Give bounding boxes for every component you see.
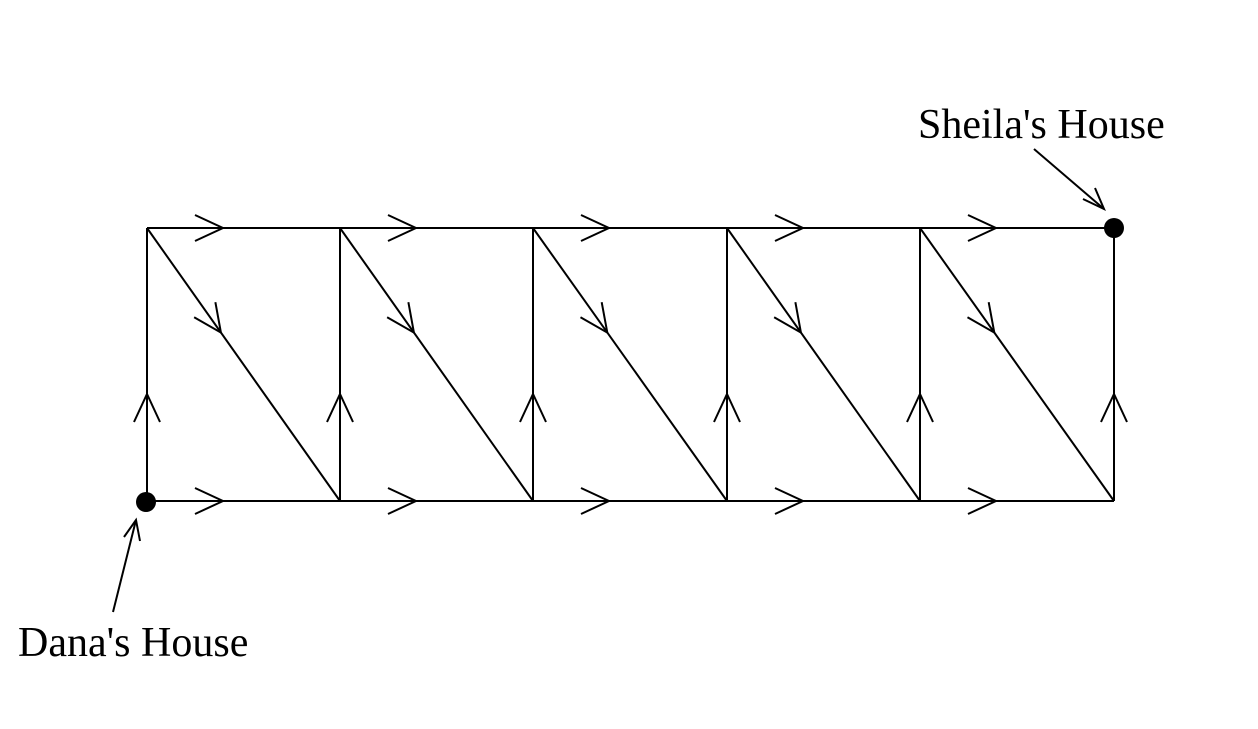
diagonal-arrow-icon	[579, 302, 609, 335]
pointer-arrowhead-icon	[1082, 187, 1106, 212]
right-arrow-icon	[387, 214, 419, 242]
right-arrow-icon	[580, 214, 612, 242]
pointer-arrowhead-icon	[123, 517, 141, 542]
right-arrow-icon	[774, 214, 806, 242]
start-house-label: Dana's House	[18, 620, 249, 666]
diagonal-arrow-icon	[966, 302, 996, 335]
up-arrow-icon	[326, 391, 354, 423]
start-house-dot	[136, 492, 156, 512]
right-arrow-icon	[387, 487, 419, 515]
end-house-dot	[1104, 218, 1124, 238]
right-arrow-icon	[774, 487, 806, 515]
up-arrow-icon	[519, 391, 547, 423]
diagonal-street-segment	[339, 227, 534, 502]
start-house-pointer	[112, 519, 137, 613]
diagonal-arrow-icon	[773, 302, 803, 335]
diagonal-street-segment	[146, 227, 341, 502]
up-arrow-icon	[906, 391, 934, 423]
up-arrow-icon	[713, 391, 741, 423]
diagonal-arrow-icon	[193, 302, 223, 335]
up-arrow-icon	[1100, 391, 1128, 423]
right-arrow-icon	[580, 487, 612, 515]
end-house-label: Sheila's House	[918, 102, 1165, 148]
end-house-pointer	[1033, 148, 1105, 210]
right-arrow-icon	[967, 214, 999, 242]
diagonal-street-segment	[532, 227, 728, 502]
right-arrow-icon	[194, 214, 226, 242]
diagonal-street-segment	[919, 227, 1115, 502]
right-arrow-icon	[967, 487, 999, 515]
right-arrow-icon	[194, 487, 226, 515]
up-arrow-icon	[133, 391, 161, 423]
diagonal-arrow-icon	[386, 302, 416, 335]
diagonal-street-segment	[726, 227, 921, 502]
